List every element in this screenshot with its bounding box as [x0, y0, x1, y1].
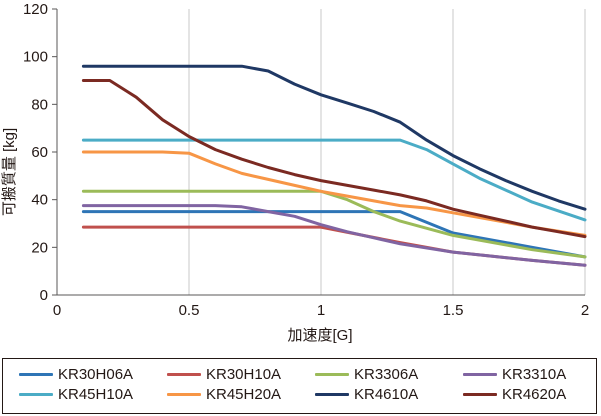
legend-label: KR45H20A	[206, 385, 282, 403]
y-axis-label: 可搬質量 [kg]	[0, 128, 18, 216]
series-line-kr45h20a	[81, 150, 587, 237]
y-tick-label: 60	[31, 144, 48, 161]
legend-swatch	[463, 372, 497, 376]
legend-swatch	[19, 392, 53, 396]
x-tick-label: 0	[53, 302, 61, 319]
legend-label: KR30H06A	[58, 365, 134, 383]
legend-label: KR30H10A	[206, 365, 282, 383]
legend-label: KR45H10A	[58, 385, 134, 403]
legend-label: KR3306A	[354, 365, 419, 383]
y-tick-label: 80	[31, 96, 48, 113]
axes	[52, 8, 585, 296]
y-tick-label: 120	[23, 1, 48, 18]
line-chart: 0 20 40 60 80 100 120 0 0.5 1 1.5 2 可搬質量 [kg] 加速度[G…	[0, 1, 589, 344]
legend-item-kr30h06a: KR30H06A	[19, 364, 167, 384]
legend-swatch	[315, 392, 349, 396]
y-tick-label: 100	[23, 49, 48, 66]
y-tick-label: 40	[31, 192, 48, 209]
legend-item-kr3306a: KR3306A	[315, 364, 463, 384]
legend-item-kr45h20a: KR45H20A	[167, 384, 315, 404]
grid	[188, 9, 586, 295]
series-line-kr4620a	[81, 79, 587, 239]
series-line-kr30h06a	[81, 210, 587, 259]
x-axis-label: 加速度[G]	[287, 327, 352, 344]
legend-item-kr30h10a: KR30H10A	[167, 364, 315, 384]
series-line-kr3310a	[81, 204, 587, 267]
series-line-kr4610a	[81, 64, 587, 211]
tick-labels: 0 20 40 60 80 100 120 0 0.5 1 1.5 2	[23, 1, 589, 319]
series-lines	[81, 64, 587, 267]
legend-item-kr4610a: KR4610A	[315, 384, 463, 404]
x-tick-label: 2	[581, 302, 589, 319]
y-tick-label: 20	[31, 239, 48, 256]
legend-swatch	[315, 372, 349, 376]
legend-item-kr45h10a: KR45H10A	[19, 384, 167, 404]
x-tick-label: 1	[317, 302, 325, 319]
legend-label: KR3310A	[502, 365, 567, 383]
legend: KR30H06A KR30H10A KR3306A KR3310A KR45H10A KR…	[2, 358, 597, 414]
legend-swatch	[19, 372, 53, 376]
y-tick-label: 0	[40, 287, 48, 304]
legend-item-kr4620a: KR4620A	[463, 384, 601, 404]
legend-label: KR4620A	[502, 385, 567, 403]
legend-swatch	[167, 372, 201, 376]
x-tick-label: 1.5	[443, 302, 464, 319]
x-tick-label: 0.5	[179, 302, 200, 319]
legend-swatch	[167, 392, 201, 396]
series-line-kr45h10a	[81, 138, 587, 222]
legend-item-kr3310a: KR3310A	[463, 364, 601, 384]
legend-label: KR4610A	[354, 385, 419, 403]
legend-swatch	[463, 392, 497, 396]
